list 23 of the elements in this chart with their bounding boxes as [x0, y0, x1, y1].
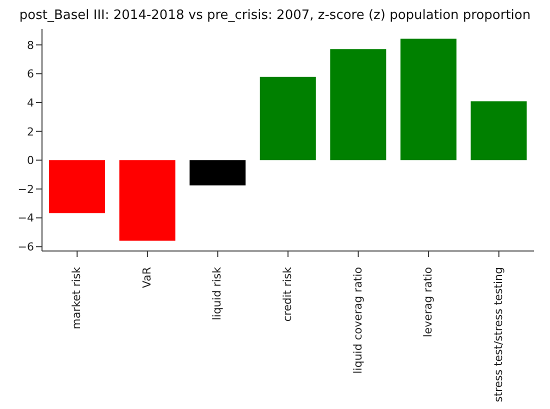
bar [330, 49, 386, 160]
x-tick-label: VaR [140, 266, 154, 288]
y-tick-label: 4 [27, 96, 34, 110]
bar [49, 160, 106, 214]
bar [260, 76, 316, 160]
bar [470, 101, 527, 160]
x-tick-label: leverag ratio [422, 266, 435, 338]
x-tick-label: stress test/stress testing [492, 267, 505, 402]
bar [400, 38, 456, 160]
x-tick-label: liquid risk [210, 266, 224, 320]
x-tick-label: market risk [70, 266, 84, 330]
y-tick-label: −2 [18, 182, 34, 196]
y-tick-label: 8 [27, 38, 34, 52]
bar [190, 160, 246, 186]
chart-title: post_Basel III: 2014-2018 vs pre_crisis: 2007, z-score (z) population proportion [18, 8, 532, 23]
y-tick-label: 2 [27, 125, 34, 138]
y-tick-label: −4 [18, 212, 34, 225]
y-tick-label: −6 [18, 240, 34, 254]
x-tick-label: credit risk [281, 266, 294, 322]
x-tick-label: liquid coverag ratio [351, 266, 364, 374]
bar [119, 160, 176, 241]
y-tick-label: 6 [27, 68, 34, 81]
y-tick-label: 0 [27, 154, 34, 168]
